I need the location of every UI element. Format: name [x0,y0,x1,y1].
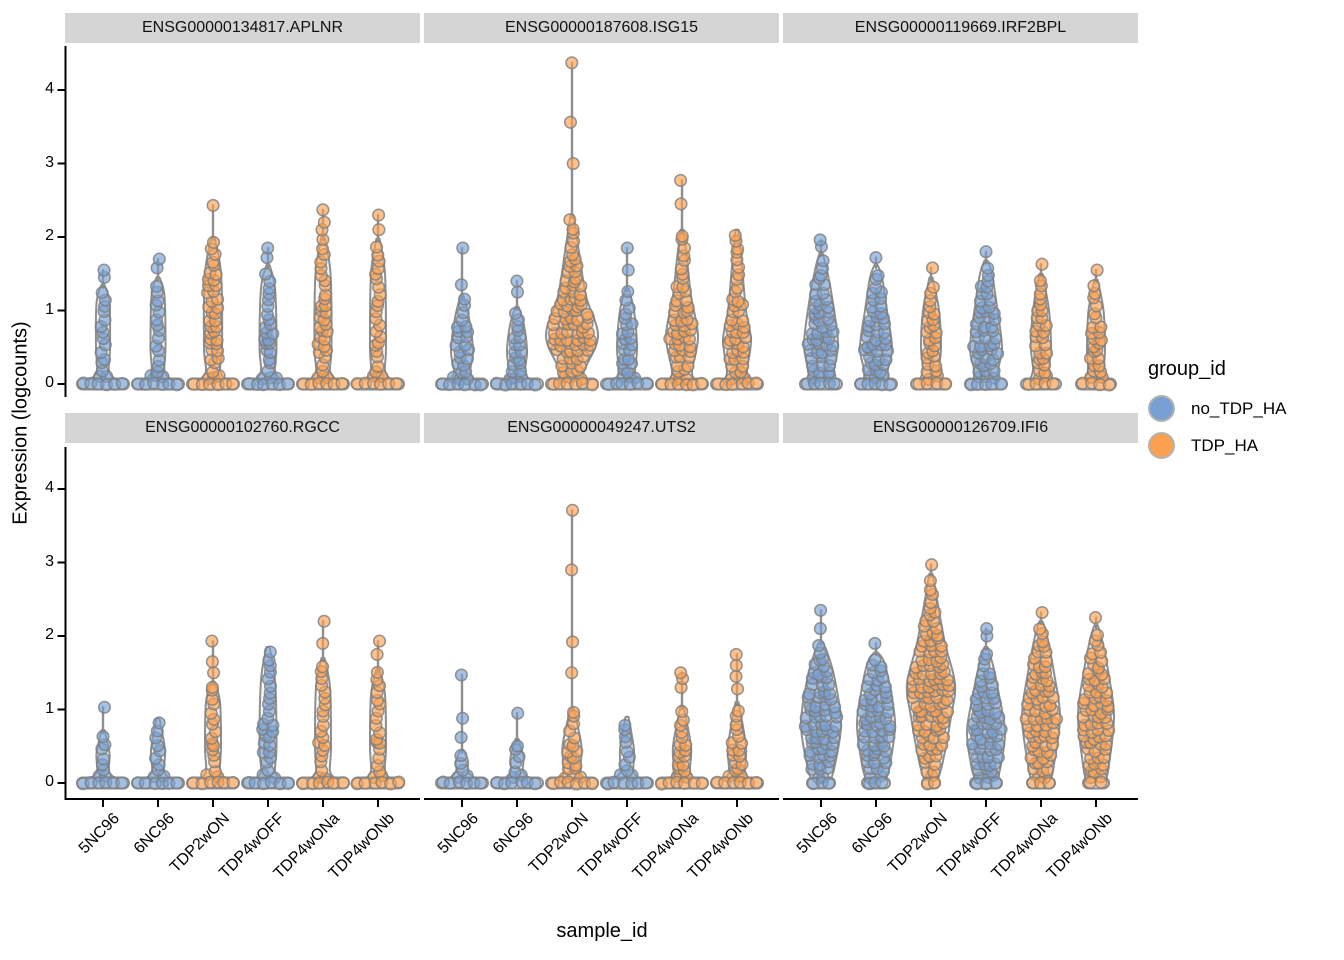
facet-title: ENSG00000126709.IFI6 [872,419,1049,436]
legend-label: TDP_HA [1191,435,1259,455]
facet-strip: ENSG00000102760.RGCC [65,413,420,443]
violin-TDP4wONa [296,614,350,791]
violin-6NC96 [131,252,185,392]
violin-TDP4wONa [1020,257,1062,391]
facet-strip: ENSG00000187608.ISG15 [424,13,779,43]
violin-TDP4wONa [296,203,350,391]
violin-TDP2wON [545,503,599,791]
violin-6NC96 [856,636,897,791]
y-tick-label: 0 [45,374,54,391]
facet-strip: ENSG00000126709.IFI6 [783,413,1138,443]
violin-6NC96 [854,251,898,392]
facet-strip: ENSG00000049247.UTS2 [424,413,779,443]
facet-panel [435,56,764,392]
y-tick-label: 0 [45,773,54,790]
violin-TDP2wON [905,558,957,791]
facet-title: ENSG00000049247.UTS2 [507,419,696,436]
y-tick-label: 2 [45,227,54,244]
y-tick-label: 1 [45,699,54,717]
violin-TDP4wONb [350,634,406,791]
violin-5NC96 [435,668,489,790]
facet-strip: ENSG00000119669.IRF2BPL [783,13,1138,43]
facet-title: ENSG00000187608.ISG15 [504,19,699,36]
violin-TDP4wOFF [241,645,295,791]
legend-item: no_TDP_HA [1148,395,1338,422]
facet-panel [799,233,1117,392]
violin-TDP4wOFF [965,622,1008,791]
x-axis-title: sample_id [556,920,648,942]
violin-TDP4wOFF [964,245,1008,392]
y-tick-label: 3 [45,552,54,570]
y-tick-label: 2 [45,626,54,643]
violin-TDP4wONb [710,228,764,392]
violin-5NC96 [435,241,489,392]
violin-6NC96 [490,706,544,791]
violin-TDP2wON [186,634,240,791]
violin-5NC96 [799,233,843,391]
violin-TDP4wONb [1075,263,1117,392]
violin-TDP4wONa [655,173,709,392]
legend: group_id no_TDP_HA TDP_HA [1148,358,1338,469]
violin-TDP4wOFF [600,715,654,791]
violin-5NC96 [76,263,130,392]
violin-TDP4wOFF [600,241,654,391]
legend-swatch-tdp-ha [1148,432,1175,459]
y-tick-label: 4 [45,479,54,496]
violin-TDP2wON [910,261,953,391]
violin-TDP4wONa [655,666,709,791]
violin-6NC96 [489,274,544,392]
violin-5NC96 [76,700,130,791]
violin-TDP4wONb [710,647,764,790]
facet-panel [798,558,1116,791]
facet-title: ENSG00000119669.IRF2BPL [854,19,1067,36]
legend-title: group_id [1148,358,1226,380]
violin-TDP2wON [186,198,240,392]
facet-title: ENSG00000102760.RGCC [145,419,340,436]
y-tick-label: 1 [45,300,54,318]
facet-panel [76,614,406,791]
violin-TDP4wOFF [241,241,295,392]
violin-TDP4wONb [1076,611,1116,790]
violin-TDP2wON [544,56,600,392]
legend-label: no_TDP_HA [1191,398,1287,418]
facet-panel [76,198,405,392]
facet-panel [435,503,764,791]
y-tick-label: 3 [45,153,54,171]
facet-strip: ENSG00000134817.APLNR [65,13,420,43]
facet-title: ENSG00000134817.APLNR [141,19,344,36]
violin-TDP4wONa [1019,605,1064,790]
legend-item: TDP_HA [1148,432,1338,459]
violin-6NC96 [131,716,185,791]
violin-TDP4wONb [350,208,405,391]
legend-swatch-no-tdp-ha [1148,395,1175,422]
violin-5NC96 [798,603,844,791]
y-tick-label: 4 [45,80,54,97]
